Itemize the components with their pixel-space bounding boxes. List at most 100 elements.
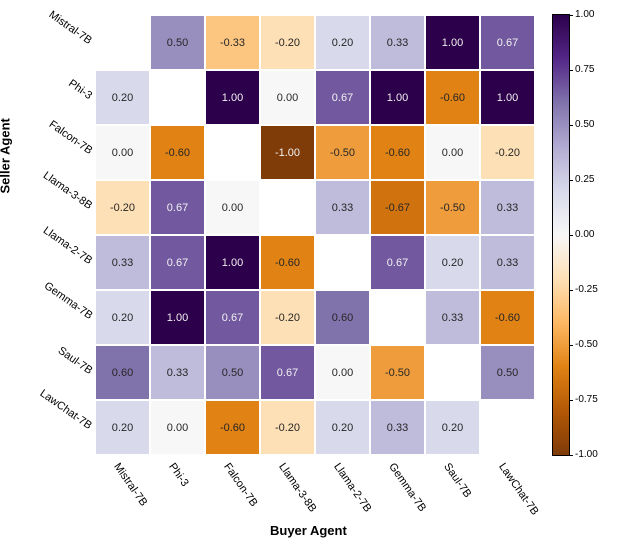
cell-value: -0.50 bbox=[330, 147, 355, 159]
cell-value: -0.50 bbox=[385, 367, 410, 379]
heatmap-cell: 0.67 bbox=[150, 235, 205, 290]
cell-value: -0.60 bbox=[385, 147, 410, 159]
heatmap-cell: 0.67 bbox=[370, 235, 425, 290]
colorbar-tick-label: 1.00 bbox=[575, 9, 594, 20]
cell-value: 0.00 bbox=[222, 202, 243, 214]
heatmap-cell: -0.50 bbox=[425, 180, 480, 235]
x-tick-label: Gemma-7B bbox=[386, 461, 428, 514]
cell-value: -0.60 bbox=[495, 312, 520, 324]
colorbar-tick-label: -0.75 bbox=[575, 394, 598, 405]
heatmap-cell: 0.60 bbox=[315, 290, 370, 345]
heatmap-cell bbox=[260, 180, 315, 235]
colorbar-tick bbox=[569, 235, 573, 236]
heatmap-cell: 0.20 bbox=[315, 400, 370, 455]
heatmap-cell: 0.67 bbox=[150, 180, 205, 235]
heatmap-cell: 0.33 bbox=[150, 345, 205, 400]
heatmap-cell: -0.20 bbox=[260, 15, 315, 70]
cell-value: -0.20 bbox=[495, 147, 520, 159]
cell-value: -0.50 bbox=[440, 202, 465, 214]
heatmap-cell: 0.50 bbox=[150, 15, 205, 70]
heatmap-cell: 0.33 bbox=[315, 180, 370, 235]
heatmap-cell: 0.20 bbox=[95, 70, 150, 125]
cell-value: -0.60 bbox=[440, 92, 465, 104]
colorbar-tick-label: -0.25 bbox=[575, 284, 598, 295]
heatmap-cell: 1.00 bbox=[480, 70, 535, 125]
cell-value: 0.67 bbox=[497, 37, 518, 49]
y-tick-label: Mistral-7B bbox=[47, 8, 94, 46]
cell-value: -0.20 bbox=[110, 202, 135, 214]
heatmap-cell: 0.00 bbox=[260, 70, 315, 125]
x-tick-label: Phi-3 bbox=[166, 461, 191, 489]
cell-value: -0.20 bbox=[275, 37, 300, 49]
cell-value: 0.20 bbox=[112, 92, 133, 104]
heatmap-cell bbox=[315, 235, 370, 290]
colorbar-tick bbox=[569, 125, 573, 126]
heatmap-cell: 0.60 bbox=[95, 345, 150, 400]
cell-value: 0.20 bbox=[112, 422, 133, 434]
heatmap-cell: -0.67 bbox=[370, 180, 425, 235]
cell-value: 1.00 bbox=[222, 92, 243, 104]
cell-value: 1.00 bbox=[167, 312, 188, 324]
cell-value: 0.50 bbox=[167, 37, 188, 49]
heatmap-cell bbox=[480, 400, 535, 455]
heatmap-cell bbox=[95, 15, 150, 70]
heatmap-cell: -0.50 bbox=[370, 345, 425, 400]
heatmap-cell: 0.20 bbox=[95, 290, 150, 345]
heatmap-cell: 0.00 bbox=[425, 125, 480, 180]
cell-value: 0.67 bbox=[222, 312, 243, 324]
y-tick-label: Gemma-7B bbox=[41, 279, 94, 321]
cell-value: -0.60 bbox=[220, 422, 245, 434]
plot-area: 0.50-0.33-0.200.200.331.000.670.201.000.… bbox=[95, 15, 535, 455]
heatmap-cell bbox=[425, 345, 480, 400]
heatmap-cell: -0.33 bbox=[205, 15, 260, 70]
cell-value: 0.20 bbox=[442, 422, 463, 434]
cell-value: 0.33 bbox=[387, 422, 408, 434]
heatmap-cell: -0.60 bbox=[425, 70, 480, 125]
heatmap-cell: 0.33 bbox=[370, 15, 425, 70]
cell-value: 1.00 bbox=[387, 92, 408, 104]
heatmap-cell: 0.67 bbox=[315, 70, 370, 125]
heatmap-cell: 0.50 bbox=[205, 345, 260, 400]
cell-value: 0.33 bbox=[442, 312, 463, 324]
cell-value: 0.33 bbox=[167, 367, 188, 379]
x-tick-label: Llama-3-8B bbox=[276, 461, 318, 514]
heatmap-cell bbox=[150, 70, 205, 125]
heatmap-cell: 0.00 bbox=[95, 125, 150, 180]
y-tick-label: Falcon-7B bbox=[46, 118, 94, 157]
cell-value: 0.60 bbox=[112, 367, 133, 379]
heatmap-chart: 0.50-0.33-0.200.200.331.000.670.201.000.… bbox=[0, 0, 640, 553]
heatmap-cell: 0.20 bbox=[425, 235, 480, 290]
cell-value: 0.00 bbox=[332, 367, 353, 379]
heatmap-cell: -0.20 bbox=[260, 400, 315, 455]
cell-value: -0.33 bbox=[220, 37, 245, 49]
cell-value: 0.20 bbox=[332, 422, 353, 434]
cell-value: 0.20 bbox=[112, 312, 133, 324]
heatmap-cell: 0.67 bbox=[480, 15, 535, 70]
cell-value: 0.33 bbox=[497, 202, 518, 214]
heatmap-cell: -1.00 bbox=[260, 125, 315, 180]
cell-value: 0.33 bbox=[332, 202, 353, 214]
heatmap-cell: -0.20 bbox=[95, 180, 150, 235]
cell-value: 0.20 bbox=[332, 37, 353, 49]
heatmap-cell: -0.50 bbox=[315, 125, 370, 180]
heatmap-cell bbox=[370, 290, 425, 345]
colorbar-tick-label: 0.25 bbox=[575, 174, 594, 185]
cell-value: 0.33 bbox=[387, 37, 408, 49]
colorbar-tick bbox=[569, 290, 573, 291]
colorbar-tick-label: -1.00 bbox=[575, 449, 598, 460]
colorbar-tick bbox=[569, 455, 573, 456]
colorbar-tick-label: 0.50 bbox=[575, 119, 594, 130]
colorbar-tick-label: 0.00 bbox=[575, 229, 594, 240]
heatmap-cell: 1.00 bbox=[205, 70, 260, 125]
cell-value: 0.33 bbox=[497, 257, 518, 269]
heatmap-cell: 1.00 bbox=[205, 235, 260, 290]
heatmap-cell: -0.60 bbox=[480, 290, 535, 345]
heatmap-cell: 1.00 bbox=[425, 15, 480, 70]
heatmap-cell: 0.00 bbox=[205, 180, 260, 235]
cell-value: 0.33 bbox=[112, 257, 133, 269]
heatmap-cell: -0.60 bbox=[370, 125, 425, 180]
y-tick-label: Llama-2-7B bbox=[41, 224, 94, 266]
heatmap-cell: 0.67 bbox=[260, 345, 315, 400]
heatmap-cell: 0.33 bbox=[95, 235, 150, 290]
x-tick-label: Llama-2-7B bbox=[331, 461, 373, 514]
